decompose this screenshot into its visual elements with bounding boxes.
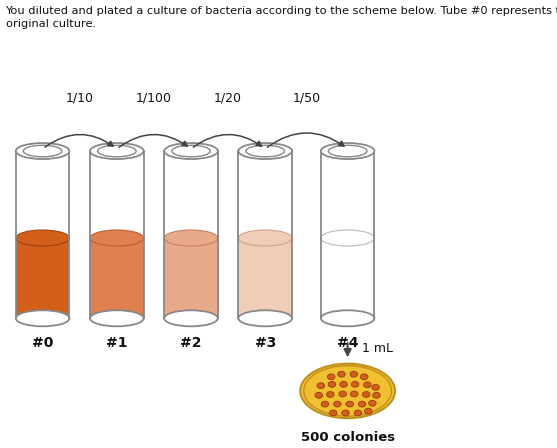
Ellipse shape: [346, 401, 353, 407]
Ellipse shape: [16, 310, 70, 326]
Ellipse shape: [300, 364, 395, 418]
Ellipse shape: [326, 392, 334, 397]
Ellipse shape: [238, 310, 292, 326]
Ellipse shape: [164, 143, 218, 159]
Ellipse shape: [321, 401, 329, 407]
Ellipse shape: [339, 391, 346, 397]
Ellipse shape: [354, 410, 361, 416]
Ellipse shape: [16, 230, 70, 246]
Ellipse shape: [373, 392, 380, 398]
Ellipse shape: [164, 230, 218, 246]
Bar: [238, 151, 292, 318]
Ellipse shape: [16, 143, 70, 159]
Ellipse shape: [315, 392, 323, 398]
Bar: [238, 238, 292, 318]
Bar: [321, 238, 374, 318]
Ellipse shape: [338, 371, 345, 377]
Text: 1/10: 1/10: [66, 92, 94, 105]
Ellipse shape: [364, 382, 371, 388]
Ellipse shape: [364, 408, 372, 414]
Ellipse shape: [360, 374, 368, 380]
Ellipse shape: [328, 374, 335, 380]
Ellipse shape: [238, 230, 292, 246]
Ellipse shape: [340, 381, 347, 387]
Text: #2: #2: [180, 336, 202, 350]
Ellipse shape: [16, 310, 70, 326]
Text: 1/20: 1/20: [214, 92, 242, 105]
Bar: [90, 151, 144, 318]
Ellipse shape: [164, 310, 218, 326]
Ellipse shape: [351, 381, 359, 387]
Ellipse shape: [90, 310, 144, 326]
Ellipse shape: [328, 381, 336, 387]
Ellipse shape: [90, 143, 144, 159]
Ellipse shape: [321, 310, 374, 326]
Text: 1 mL: 1 mL: [362, 341, 393, 354]
Ellipse shape: [164, 310, 218, 326]
Text: #0: #0: [32, 336, 53, 350]
Ellipse shape: [90, 310, 144, 326]
Ellipse shape: [363, 392, 370, 397]
Text: #4: #4: [337, 336, 358, 350]
Ellipse shape: [238, 310, 292, 326]
Bar: [321, 151, 374, 318]
Text: #3: #3: [255, 336, 276, 350]
Text: 1/50: 1/50: [292, 92, 320, 105]
Ellipse shape: [321, 143, 374, 159]
Ellipse shape: [321, 230, 374, 246]
Bar: [90, 238, 144, 318]
Ellipse shape: [342, 410, 349, 416]
Ellipse shape: [90, 230, 144, 246]
Bar: [16, 151, 70, 318]
Ellipse shape: [334, 401, 341, 407]
Ellipse shape: [350, 371, 358, 377]
Text: 500 colonies: 500 colonies: [301, 431, 395, 444]
Ellipse shape: [372, 384, 379, 390]
Ellipse shape: [350, 391, 358, 397]
Bar: [164, 238, 218, 318]
Text: 1/100: 1/100: [136, 92, 172, 105]
Ellipse shape: [317, 383, 325, 388]
Bar: [164, 151, 218, 318]
Ellipse shape: [369, 401, 376, 406]
Ellipse shape: [321, 310, 374, 326]
Bar: [16, 238, 70, 318]
Text: #1: #1: [106, 336, 128, 350]
Text: You diluted and plated a culture of bacteria according to the scheme below. Tube: You diluted and plated a culture of bact…: [6, 6, 557, 29]
Ellipse shape: [358, 401, 366, 407]
Ellipse shape: [238, 143, 292, 159]
Ellipse shape: [330, 410, 337, 416]
